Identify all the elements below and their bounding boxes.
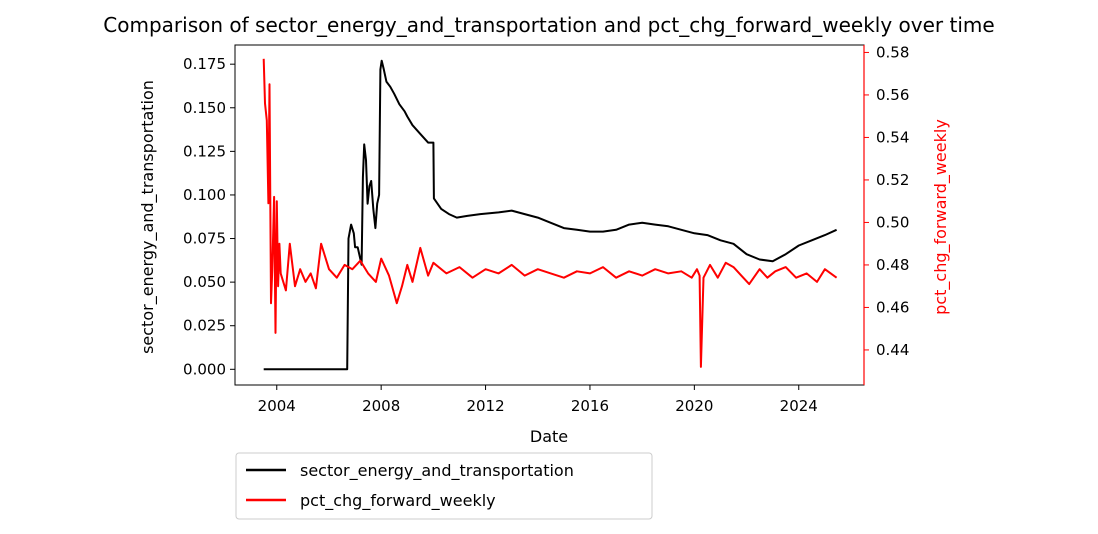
x-axis: 2004 2008 2012 2016 2020 2024 — [258, 385, 818, 415]
y-left-tick-label: 0.175 — [183, 55, 226, 73]
series-layer — [262, 58, 838, 371]
x-axis-label: Date — [530, 427, 568, 446]
legend-box — [235, 452, 653, 520]
y-axis-right: 0.44 0.46 0.48 0.50 0.52 0.54 0.56 0.58 — [863, 43, 909, 385]
x-tick-label: 2016 — [571, 397, 609, 415]
x-tick-label: 2020 — [675, 397, 713, 415]
series-line-sector-energy — [263, 59, 838, 371]
plot-frame — [234, 44, 865, 386]
y-right-tick-label: 0.56 — [876, 86, 909, 104]
y-right-tick-label: 0.50 — [876, 213, 909, 231]
y-axis-right-label: pct_chg_forward_weekly — [931, 119, 951, 315]
y-right-tick-label: 0.46 — [876, 298, 909, 316]
y-left-tick-label: 0.075 — [183, 230, 226, 248]
y-left-tick-label: 0.050 — [183, 273, 226, 291]
x-tick-label: 2024 — [780, 397, 818, 415]
x-tick-label: 2008 — [362, 397, 400, 415]
y-axis-left-label: sector_energy_and_transportation — [138, 80, 158, 354]
x-tick-label: 2004 — [258, 397, 296, 415]
y-left-tick-label: 0.150 — [183, 99, 226, 117]
legend: sector_energy_and_transportation pct_chg… — [235, 452, 653, 520]
x-tick-label: 2012 — [466, 397, 504, 415]
y-right-tick-label: 0.54 — [876, 128, 909, 146]
y-left-tick-label: 0.025 — [183, 317, 226, 335]
series-line-pct-chg — [262, 58, 838, 368]
y-right-tick-label: 0.48 — [876, 256, 909, 274]
y-left-tick-label: 0.125 — [183, 142, 226, 160]
y-right-tick-label: 0.58 — [876, 43, 909, 61]
legend-label-pct-chg: pct_chg_forward_weekly — [300, 491, 496, 511]
y-right-tick-label: 0.44 — [876, 341, 909, 359]
y-left-tick-label: 0.000 — [183, 360, 226, 378]
legend-label-sector-energy: sector_energy_and_transportation — [300, 461, 574, 481]
y-axis-left: 0.000 0.025 0.050 0.075 0.100 0.125 0.150 0.175 — [183, 55, 235, 378]
y-left-tick-label: 0.100 — [183, 186, 226, 204]
chart-title: Comparison of sector_energy_and_transpor… — [103, 13, 994, 37]
y-right-tick-label: 0.52 — [876, 171, 909, 189]
